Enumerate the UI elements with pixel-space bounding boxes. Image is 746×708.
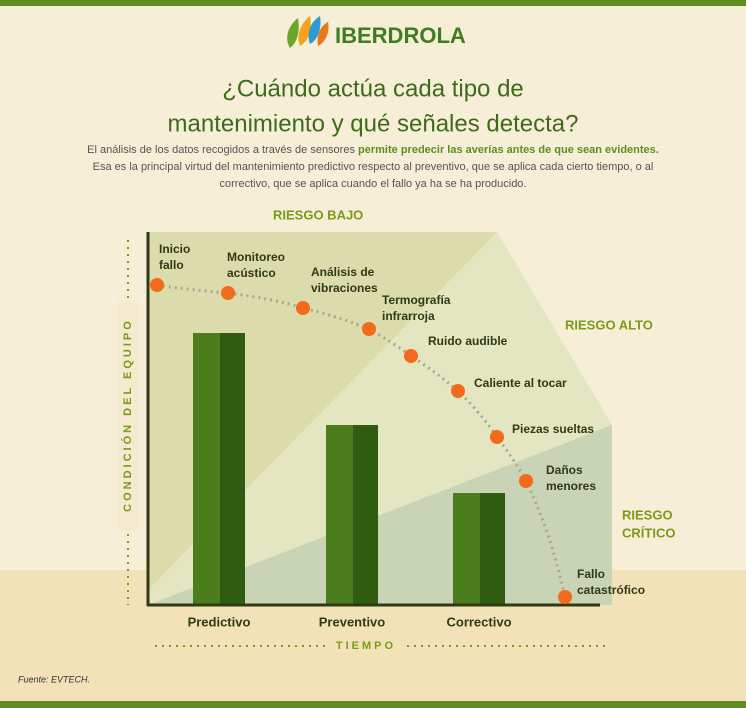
signal-label: Termografía (382, 293, 451, 307)
intro-text: El análisis de los datos recogidos a tra… (87, 144, 355, 156)
zone-label: RIESGO ALTO (565, 317, 653, 332)
zone-label: RIESGO BAJO (273, 207, 363, 222)
source: Fuente: EVTECH. (18, 674, 90, 684)
signal-label: Análisis de (311, 265, 375, 279)
signal-label: Monitoreo (227, 250, 285, 264)
signal-label: fallo (159, 258, 184, 272)
signal-label: Piezas sueltas (512, 422, 594, 436)
intro-line: El análisis de los datos recogidos a tra… (87, 144, 659, 156)
logo (287, 16, 329, 48)
signal-dot (404, 349, 418, 363)
signal-dot (451, 384, 465, 398)
zone-label: RIESGO (622, 507, 673, 522)
category-label: Predictivo (188, 614, 251, 629)
signal-dot (296, 301, 310, 315)
y-label-bg (118, 300, 138, 530)
intro-highlight: permite predecir las averías antes de qu… (358, 144, 659, 156)
zone-label: CRÍTICO (622, 525, 675, 540)
signal-label: acústico (227, 266, 276, 280)
x-label-bg (325, 638, 405, 654)
signal-dot (490, 430, 504, 444)
signal-label: Daños (546, 463, 583, 477)
category-label: Preventivo (319, 614, 386, 629)
signal-dot (221, 286, 235, 300)
bottom-bar (0, 701, 746, 708)
bars (193, 333, 505, 605)
signal-label: Inicio (159, 242, 190, 256)
signal-dot (519, 474, 533, 488)
top-bar (0, 0, 746, 6)
title-line: ¿Cuándo actúa cada tipo de (222, 75, 524, 102)
title-line: mantenimiento y qué señales detecta? (168, 110, 579, 137)
intro-line: Esa es la principal virtud del mantenimi… (93, 161, 654, 173)
category-label: Correctivo (446, 614, 511, 629)
brand: IBERDROLA (335, 23, 466, 48)
intro-line: correctivo, que se aplica cuando el fall… (220, 178, 527, 190)
signal-label: Ruido audible (428, 334, 508, 348)
signal-label: catastrófico (577, 583, 645, 597)
signal-label: Caliente al tocar (474, 376, 567, 390)
signal-dot (362, 322, 376, 336)
y-axis-label: CONDICIÓN DEL EQUIPO (121, 318, 134, 512)
signal-dot (150, 278, 164, 292)
signal-label: infrarroja (382, 309, 435, 323)
signal-label: menores (546, 479, 596, 493)
signal-label: vibraciones (311, 281, 378, 295)
signal-label: Fallo (577, 567, 605, 581)
x-axis-label: TIEMPO (336, 640, 396, 652)
signal-dot (558, 590, 572, 604)
